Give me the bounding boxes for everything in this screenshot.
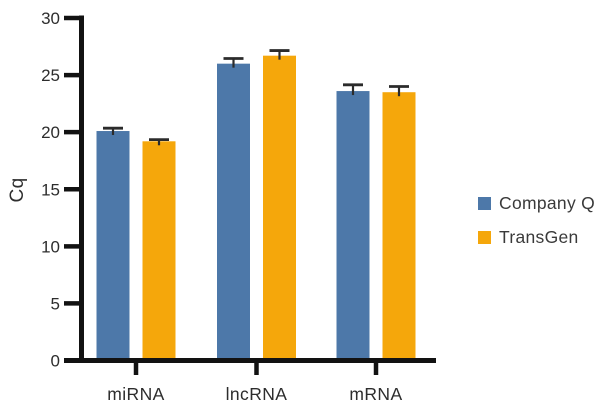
- y-tick-label-15: 15: [41, 180, 60, 199]
- legend-swatch-transgen: [478, 231, 491, 244]
- x-category-label-mirna: miRNA: [107, 384, 164, 404]
- legend-label-transgen: TransGen: [499, 227, 579, 247]
- legend-item-company-q: Company Q: [478, 193, 595, 214]
- bar-transgen-mrna: [382, 92, 416, 361]
- y-tick-label-5: 5: [51, 294, 60, 313]
- y-tick-label-25: 25: [41, 66, 60, 85]
- bar-transgen-lncrna: [263, 55, 296, 361]
- legend-swatch-company-q: [478, 197, 491, 210]
- x-category-label-lncrna: lncRNA: [226, 384, 288, 404]
- legend-label-company-q: Company Q: [499, 193, 596, 213]
- bar-company-q-lncrna: [217, 63, 250, 361]
- x-category-label-mrna: mRNA: [349, 384, 402, 404]
- y-tick-label-10: 10: [41, 237, 60, 256]
- bar-company-q-mirna: [96, 131, 130, 361]
- y-tick-label-30: 30: [41, 9, 60, 28]
- bar-transgen-mirna: [142, 141, 176, 361]
- legend: Company Q TransGen: [478, 193, 595, 248]
- y-tick-label-20: 20: [41, 123, 60, 142]
- bar-company-q-mrna: [336, 91, 370, 361]
- y-axis-title: Cq: [7, 177, 28, 203]
- legend-item-transgen: TransGen: [478, 227, 595, 248]
- y-tick-label-0: 0: [51, 352, 60, 371]
